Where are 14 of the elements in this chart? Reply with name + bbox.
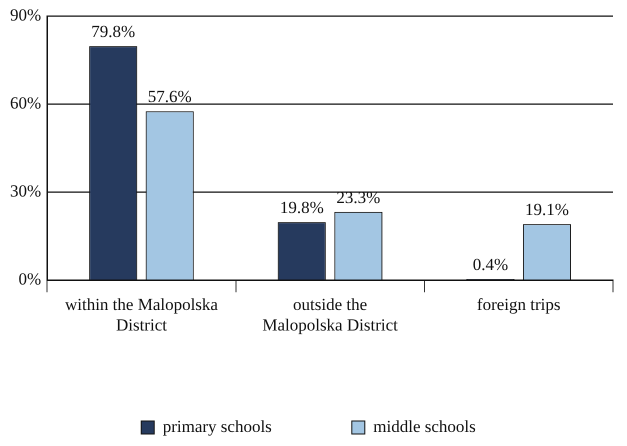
- y-tick-label: 60%: [10, 94, 42, 113]
- x-tick-label: outside the Malopolska District: [262, 294, 398, 334]
- data-label: 19.1%: [525, 200, 569, 220]
- y-tick-label: 0%: [18, 270, 42, 289]
- x-tick-label: foreign trips: [476, 294, 560, 314]
- data-label: 79.8%: [91, 22, 136, 42]
- y-tick-label: 30%: [10, 182, 42, 201]
- x-tick-label: within the Malopolska District: [64, 294, 218, 334]
- data-label: 57.6%: [148, 87, 192, 106]
- data-label: 19.8%: [280, 198, 324, 218]
- legend-label: middle schools: [373, 416, 476, 436]
- y-tick-label: 90%: [10, 6, 42, 25]
- legend-label: primary schools: [162, 416, 272, 436]
- data-label: 0.4%: [472, 254, 508, 274]
